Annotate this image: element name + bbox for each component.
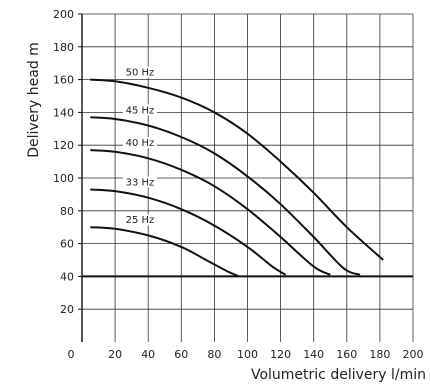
y-axis-title: Delivery head m — [26, 42, 42, 158]
y-tick-label-100: 100 — [53, 172, 74, 185]
curve-4 — [90, 226, 240, 278]
y-tick-label-60: 60 — [60, 238, 74, 251]
x-tick-label-0: 0 — [68, 348, 75, 361]
curve-1 — [90, 116, 361, 276]
tick-labels: 20 40 60 80 100 120 140 160 180 200 0 20 40 60 80 100 12… — [53, 8, 424, 361]
axes — [78, 13, 413, 342]
y-tick-label-140: 140 — [53, 106, 74, 119]
curve-label-2: 40 Hz — [126, 138, 155, 149]
y-tick-label-180: 180 — [53, 41, 74, 54]
x-axis-title: Volumetric delivery l/min — [251, 367, 426, 383]
y-tick-label-40: 40 — [60, 270, 74, 283]
y-tick-label-120: 120 — [53, 139, 74, 152]
x-tick-label-40: 40 — [141, 348, 155, 361]
curve-label-bg-3 — [122, 176, 157, 188]
curve-3 — [90, 188, 287, 276]
y-tick-label-160: 160 — [53, 74, 74, 87]
curve-label-bg-2 — [122, 137, 157, 149]
curve-label-bg-0 — [122, 66, 157, 78]
curve-label-3: 33 Hz — [126, 177, 155, 188]
x-tick-label-140: 140 — [303, 348, 324, 361]
x-tick-label-60: 60 — [174, 348, 188, 361]
y-tick-label-200: 200 — [53, 8, 74, 21]
curve-label-bg-4 — [122, 214, 157, 226]
y-tick-label-80: 80 — [60, 205, 74, 218]
x-tick-label-200: 200 — [403, 348, 424, 361]
x-tick-label-80: 80 — [207, 348, 221, 361]
curve-label-1: 45 Hz — [126, 105, 155, 116]
x-tick-label-160: 160 — [336, 348, 357, 361]
curve-label-0: 50 Hz — [126, 68, 155, 79]
curve-label-4: 25 Hz — [126, 215, 155, 226]
curve-0 — [90, 78, 384, 261]
x-tick-label-180: 180 — [369, 348, 390, 361]
x-tick-label-20: 20 — [108, 348, 122, 361]
curve-label-bg-1 — [122, 104, 157, 116]
x-tick-label-100: 100 — [237, 348, 258, 361]
curve-2 — [90, 149, 331, 276]
x-tick-label-120: 120 — [270, 348, 291, 361]
curves: 50 Hz 45 Hz 40 Hz 33 Hz 25 Hz — [90, 66, 384, 278]
y-tick-label-20: 20 — [60, 303, 74, 316]
